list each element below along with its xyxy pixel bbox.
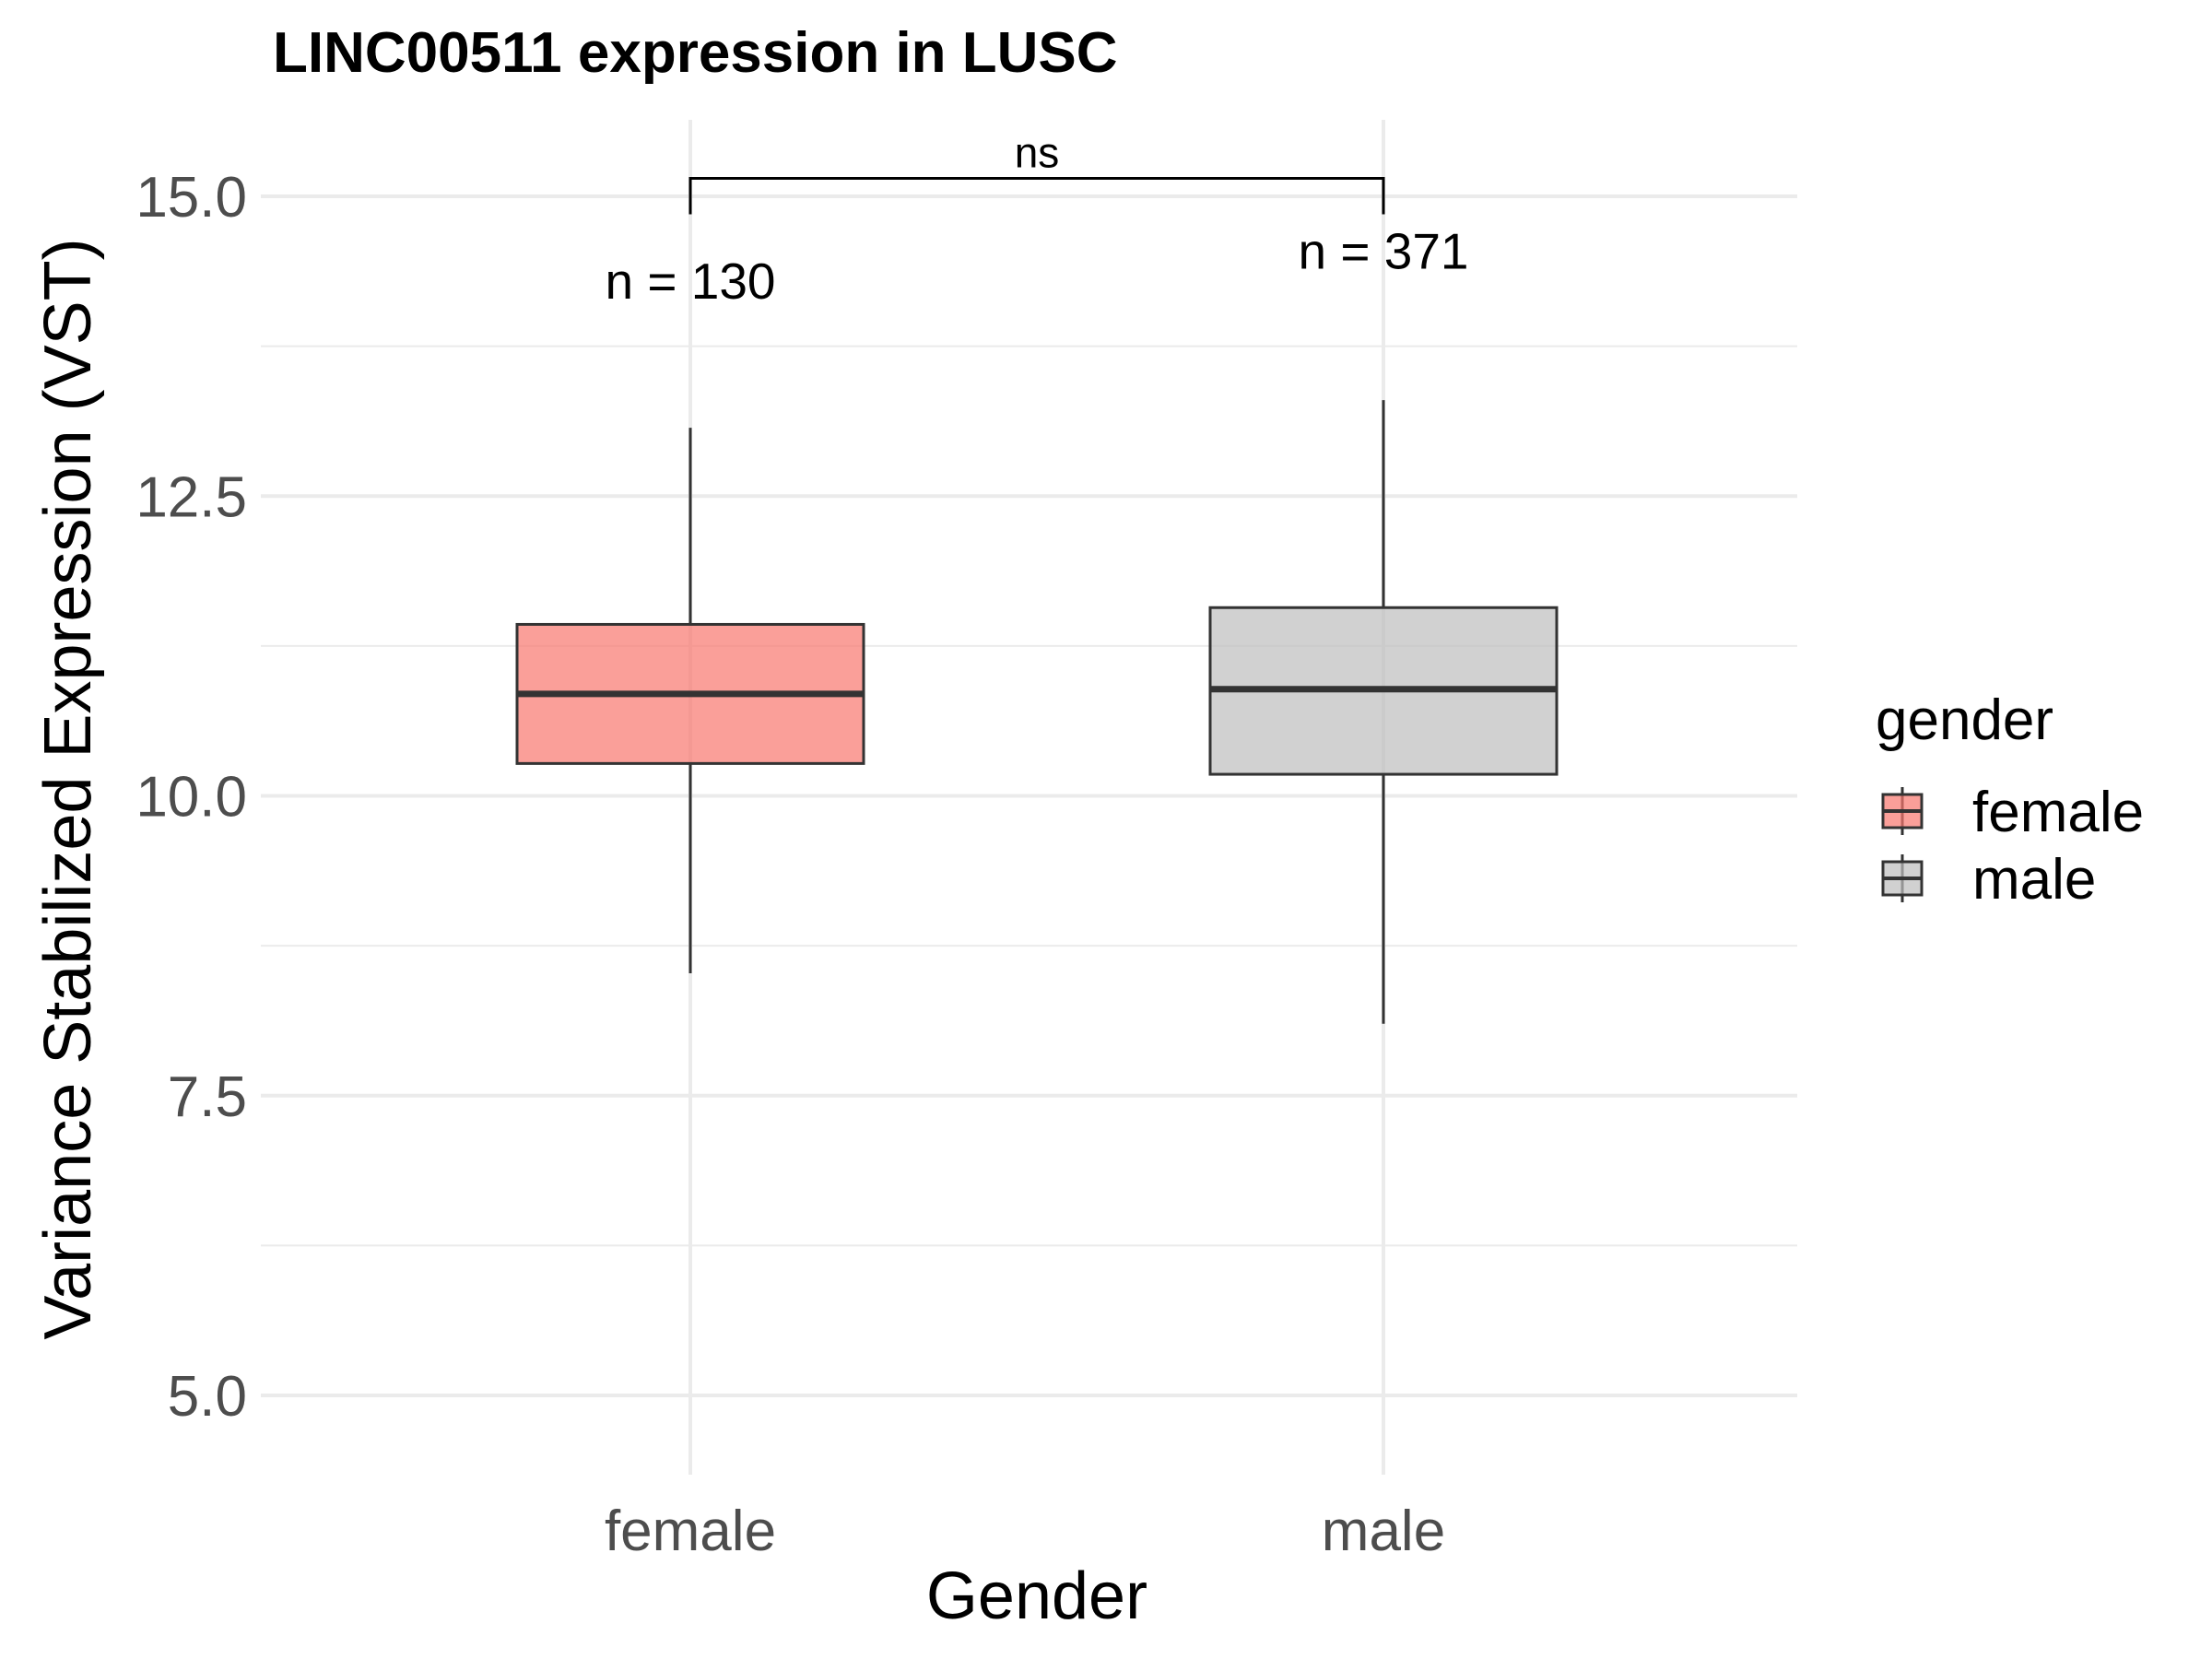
legend-item-label: male <box>1972 848 2096 912</box>
y-tick-label: 12.5 <box>135 465 247 529</box>
x-tick-label: male <box>1322 1500 1445 1563</box>
sample-size-label: n = 371 <box>1298 223 1468 280</box>
x-axis-title: Gender <box>926 1559 1147 1633</box>
legend-item-male: male <box>1881 848 2096 912</box>
annotations: n = 130 n = 371 ns <box>605 128 1468 310</box>
box-male <box>1208 400 1559 1024</box>
y-axis-title: Variance Stabilized Expression (VST) <box>31 238 105 1339</box>
box-group <box>515 400 1559 1024</box>
box-female <box>515 428 865 974</box>
x-tick-label: female <box>605 1500 776 1563</box>
significance-bracket <box>688 176 1385 215</box>
significance-label: ns <box>1015 128 1060 176</box>
y-tick-label: 5.0 <box>168 1365 247 1429</box>
sample-size-label: n = 130 <box>605 253 775 310</box>
legend-item-label: female <box>1972 781 2144 844</box>
y-tick-label: 7.5 <box>168 1065 247 1129</box>
legend-item-female: female <box>1881 781 2144 844</box>
chart-title: LINC00511 expression in LUSC <box>273 21 1118 85</box>
legend-title: gender <box>1876 688 2053 752</box>
y-tick-label: 15.0 <box>135 166 247 229</box>
axes: 5.0 7.5 10.0 12.5 15.0 female male <box>135 166 1445 1563</box>
y-tick-label: 10.0 <box>135 766 247 830</box>
